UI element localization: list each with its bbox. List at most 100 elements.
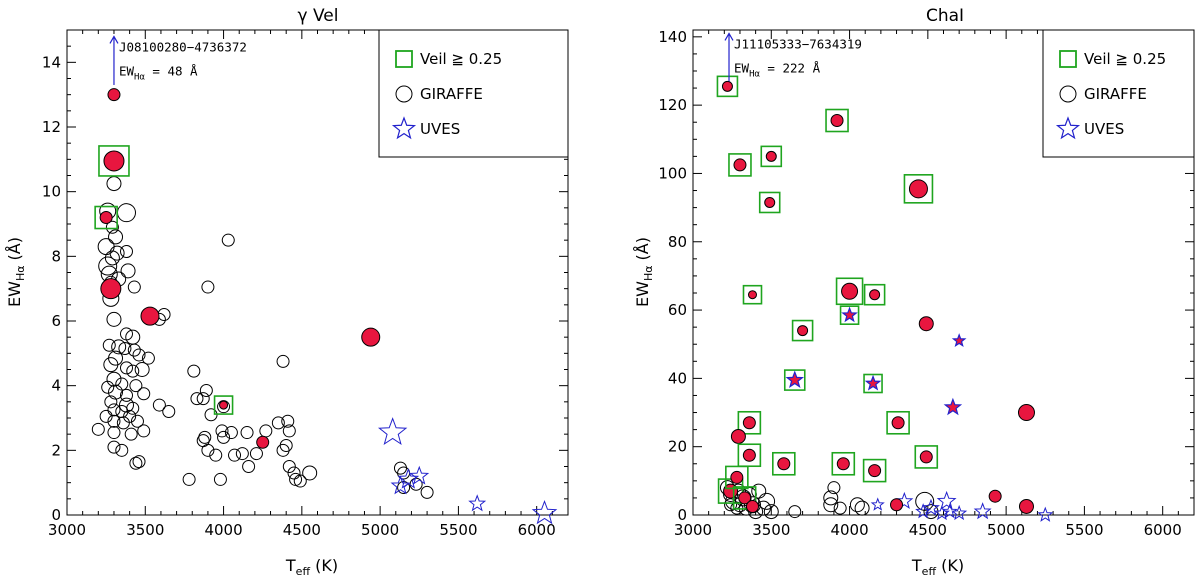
giraffe-point: [213, 472, 227, 486]
arrow-head-icon: [109, 35, 119, 44]
giraffe-point: [190, 392, 204, 406]
giraffe-filled-point: [733, 158, 747, 172]
legend-label: Veil ≧ 0.25: [1084, 50, 1166, 68]
x-axis-label: Teff (K): [285, 556, 338, 578]
axis-ticks: 3000 3500 4000 4500 5000 5500 6000 0 2 4 6 8 10 12 14: [42, 29, 569, 539]
veil-marker: [783, 369, 806, 391]
giraffe-point: [116, 416, 130, 430]
legend-label: Veil ≧ 0.25: [420, 50, 502, 68]
chart-gamma-vel: γ Vel 3000 3500 4000 4500 5000 5500 6000 0 2 4 6 8 1…: [5, 6, 569, 578]
y-tick-label: 14: [42, 53, 61, 71]
veil-marker: [98, 145, 130, 177]
giraffe-filled-point: [765, 150, 777, 162]
giraffe-point: [287, 466, 301, 480]
annotation: J11105333−7634319 EWHα = 222 Å: [724, 32, 862, 82]
giraffe-point: [127, 280, 141, 294]
giraffe-filled-point: [730, 470, 744, 484]
veil-marker: [758, 191, 781, 214]
giraffe-point: [199, 384, 213, 398]
giraffe-point: [107, 440, 121, 454]
giraffe-point: [915, 491, 935, 511]
giraffe-point: [420, 485, 434, 499]
giraffe-point: [157, 308, 171, 322]
giraffe-filled-point: [745, 499, 759, 513]
giraffe-filled-point: [721, 80, 733, 92]
giraffe-point: [187, 364, 201, 378]
uves-point: [922, 498, 940, 516]
uves-point: [941, 503, 958, 519]
giraffe-point: [126, 364, 140, 378]
veil-marker: [94, 205, 118, 230]
uves-point: [933, 504, 950, 521]
veil-marker: [760, 145, 783, 168]
uves-point: [1037, 506, 1054, 522]
giraffe-point: [108, 229, 124, 245]
giraffe-point: [106, 176, 122, 192]
uves-point: [409, 465, 430, 485]
legend-square-icon: [395, 50, 413, 68]
veil-marker: [863, 283, 886, 306]
giraffe-filled-point: [219, 400, 229, 410]
giraffe-point: [103, 357, 119, 373]
x-tick-label: 4000: [830, 521, 868, 539]
giraffe-point: [259, 424, 273, 438]
giraffe-point: [107, 414, 121, 428]
giraffe-point: [271, 416, 285, 430]
legend-label: UVES: [1084, 120, 1124, 138]
veil-marker: [903, 174, 934, 204]
giraffe-point: [282, 424, 296, 438]
y-tick-label: 80: [668, 233, 687, 251]
giraffe-point: [249, 447, 263, 461]
giraffe-point: [788, 505, 802, 519]
x-tick-label: 3000: [674, 521, 712, 539]
giraffe-filled-point: [830, 114, 844, 128]
giraffe-filled-point: [764, 196, 776, 208]
x-tick-label: 3500: [126, 521, 164, 539]
veil-marker: [728, 153, 752, 177]
giraffe-filled-point: [797, 325, 809, 337]
chart-title: ChaI: [926, 6, 964, 26]
giraffe-filled-point: [918, 316, 934, 332]
giraffe-point: [108, 384, 124, 400]
giraffe-filled-point: [836, 457, 850, 471]
veil-marker: [737, 443, 762, 468]
annotation: J08100280−4736372 EWHα = 48 Å: [109, 35, 247, 85]
giraffe-filled-point: [742, 448, 756, 462]
giraffe-point: [833, 501, 847, 515]
giraffe-filled-point: [140, 306, 160, 326]
giraffe-point: [129, 456, 143, 470]
giraffe-point: [105, 220, 119, 234]
x-tick-label: 4500: [909, 521, 947, 539]
giraffe-point: [119, 361, 133, 375]
giraffe-point: [209, 448, 223, 462]
veil-marker: [213, 395, 234, 415]
giraffe-point: [198, 430, 212, 444]
data-points: [716, 75, 1054, 522]
legend-circle-icon: [1059, 85, 1077, 103]
y-tick-label: 60: [668, 301, 687, 319]
veil-marker: [791, 319, 814, 342]
veil-marker: [839, 305, 860, 325]
giraffe-point: [215, 424, 229, 438]
x-tick-label: 5500: [439, 521, 477, 539]
giraffe-filled-point: [777, 457, 791, 471]
y-tick-label: 12: [42, 118, 61, 136]
giraffe-point: [132, 455, 146, 469]
legend-star-icon: [1055, 116, 1081, 140]
veil-marker: [772, 451, 796, 476]
giraffe-point: [217, 430, 231, 444]
veil-marker: [862, 458, 887, 483]
uves-point: [951, 504, 968, 521]
giraffe-point: [111, 339, 127, 355]
giraffe-point: [182, 472, 196, 486]
giraffe-point: [109, 245, 125, 261]
veil-marker: [716, 75, 739, 98]
giraffe-filled-point: [891, 416, 905, 430]
x-tick-label: 5500: [1065, 521, 1103, 539]
giraffe-point: [854, 500, 870, 516]
giraffe-point: [409, 477, 423, 491]
y-tick-label: 2: [51, 441, 61, 459]
giraffe-point: [118, 397, 134, 413]
giraffe-filled-point: [99, 211, 113, 225]
legend: Veil ≧ 0.25 GIRAFFE UVES: [378, 29, 569, 158]
